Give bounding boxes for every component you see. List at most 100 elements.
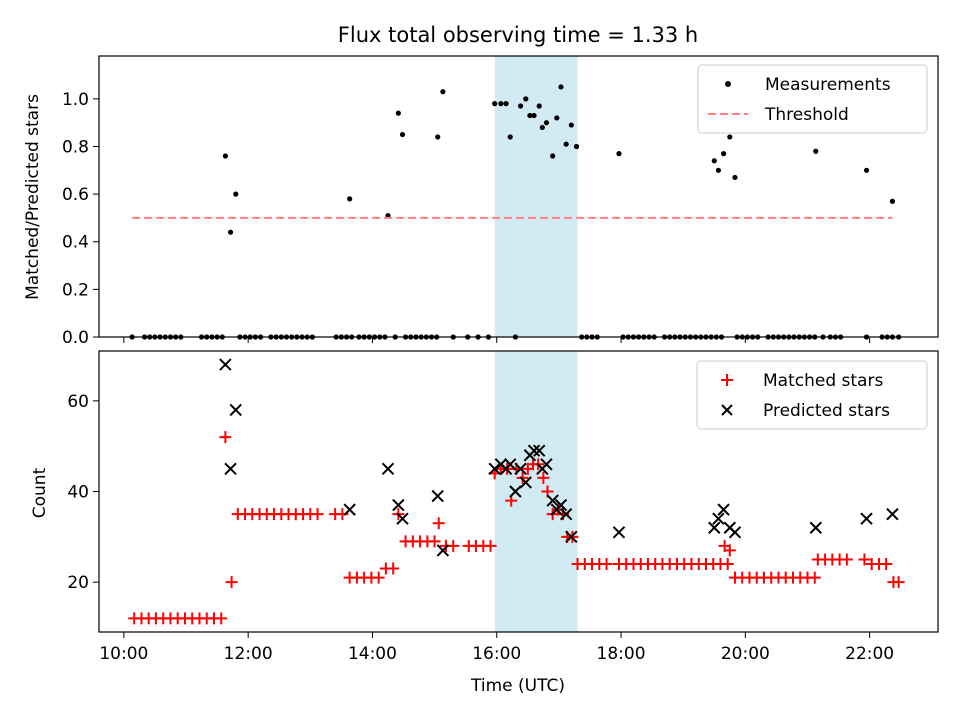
measurement-point bbox=[727, 134, 733, 140]
measurement-point bbox=[539, 124, 545, 131]
measurement-point bbox=[523, 96, 529, 102]
measurement-point bbox=[233, 191, 239, 197]
matched-star-point bbox=[432, 517, 445, 530]
top-y-axis: 0.0 0.2 0.4 0.6 0.8 1.0 bbox=[62, 90, 99, 348]
measurement-point bbox=[395, 110, 401, 116]
bottom-x-axis: 10:00 12:00 14:00 16:00 18:00 20:00 22:00 bbox=[99, 632, 894, 664]
matched-star-point bbox=[858, 553, 871, 566]
measurement-point bbox=[527, 112, 533, 119]
top-y-label: Matched/Predicted stars bbox=[23, 94, 43, 300]
predicted-star-point bbox=[527, 444, 541, 457]
measurement-point bbox=[563, 141, 569, 147]
legend-marker-measurements bbox=[725, 81, 731, 87]
predicted-star-point bbox=[219, 358, 232, 371]
predicted-star-point bbox=[509, 485, 522, 498]
measurement-point bbox=[554, 115, 560, 121]
legend-label-predicted: Predicted stars bbox=[763, 401, 890, 421]
legend-label-measurements: Measurements bbox=[765, 75, 891, 95]
measurement-point bbox=[347, 196, 353, 202]
top-x-axis bbox=[123, 337, 871, 343]
matched-star-point bbox=[428, 535, 441, 548]
predicted-star-point bbox=[519, 476, 532, 489]
measurement-point bbox=[715, 167, 722, 173]
predicted-star-point bbox=[809, 521, 822, 534]
predicted-star-point bbox=[728, 526, 742, 539]
top-plot-frame bbox=[98, 55, 939, 338]
bottom-panel: 20 40 60 10:00 12:00 14:00 16:00 18:00 20:00 22:… bbox=[30, 350, 939, 696]
measurement-point bbox=[498, 101, 504, 107]
predicted-star-point bbox=[396, 512, 409, 525]
predicted-star-point bbox=[533, 444, 546, 457]
matched-star-point bbox=[600, 558, 613, 571]
matched-star-point bbox=[336, 508, 349, 521]
measurement-point bbox=[435, 134, 441, 140]
predicted-star-point bbox=[431, 489, 444, 503]
matched-star-point bbox=[516, 471, 529, 484]
matched-star-point bbox=[808, 571, 821, 584]
measurement-point bbox=[385, 212, 391, 219]
matched-star-point bbox=[723, 544, 736, 557]
x-tick-label: 20:00 bbox=[721, 644, 770, 664]
measurement-point bbox=[573, 143, 580, 150]
predicted-star-point bbox=[860, 512, 873, 525]
x-tick-label: 16:00 bbox=[472, 644, 521, 664]
predicted-star-point bbox=[546, 494, 559, 507]
matched-star-point bbox=[892, 576, 905, 589]
predicted-star-point bbox=[514, 462, 527, 476]
y-tick-label: 40 bbox=[67, 483, 89, 503]
legend-label-threshold: Threshold bbox=[764, 105, 849, 125]
matched-star-point bbox=[311, 508, 324, 521]
matched-star-point bbox=[537, 471, 550, 484]
bottom-y-label: Count bbox=[30, 467, 50, 518]
y-tick-label: 1.0 bbox=[62, 90, 89, 110]
bottom-legend: Matched stars Predicted stars bbox=[696, 360, 928, 430]
matched-star-point bbox=[387, 562, 400, 575]
top-panel: 0.0 0.2 0.4 0.6 0.8 1.0 Matched/Predicted sta… bbox=[23, 55, 939, 348]
predicted-star-point bbox=[712, 512, 725, 525]
matched-star-point bbox=[447, 539, 460, 552]
matched-star-point bbox=[225, 576, 238, 589]
predicted-star-point bbox=[436, 544, 450, 557]
measurement-point bbox=[813, 148, 819, 154]
predicted-star-point bbox=[717, 503, 730, 516]
predicted-star-point bbox=[559, 507, 573, 521]
bottom-plot-frame bbox=[98, 350, 939, 633]
matched-star-point bbox=[372, 571, 385, 584]
x-tick-label: 22:00 bbox=[845, 644, 894, 664]
matched-star-point bbox=[880, 558, 893, 571]
x-tick-label: 10:00 bbox=[99, 644, 148, 664]
predicted-star-point bbox=[565, 530, 578, 544]
bottom-plot-marks bbox=[128, 358, 905, 625]
matched-star-point bbox=[721, 558, 734, 571]
matched-star-point bbox=[215, 612, 228, 625]
y-tick-label: 0.2 bbox=[62, 280, 89, 300]
predicted-star-point bbox=[224, 462, 237, 476]
predicted-star-point bbox=[381, 462, 395, 476]
measurement-point bbox=[616, 151, 622, 157]
y-tick-label: 20 bbox=[67, 573, 89, 593]
y-tick-label: 0.8 bbox=[62, 137, 89, 157]
top-legend-box bbox=[697, 64, 928, 134]
x-tick-label: 14:00 bbox=[348, 644, 397, 664]
legend-marker-predicted bbox=[721, 404, 733, 416]
measurement-point bbox=[517, 103, 524, 109]
measurement-point bbox=[863, 167, 870, 173]
top-shaded-window bbox=[494, 56, 578, 337]
measurement-point bbox=[568, 122, 574, 128]
measurement-point bbox=[543, 120, 550, 126]
bottom-shaded-window bbox=[494, 351, 578, 632]
predicted-star-point bbox=[708, 521, 721, 534]
predicted-star-point bbox=[612, 526, 626, 539]
predicted-star-point bbox=[540, 458, 553, 471]
y-tick-label: 60 bbox=[67, 392, 89, 412]
predicted-star-point bbox=[504, 458, 517, 471]
measurement-point bbox=[732, 174, 738, 181]
legend-label-matched: Matched stars bbox=[763, 371, 883, 391]
predicted-star-point bbox=[392, 498, 405, 512]
y-tick-label: 0.4 bbox=[62, 233, 89, 253]
bottom-y-axis: 20 40 60 bbox=[67, 392, 99, 593]
matched-star-point bbox=[219, 431, 232, 444]
measurement-point bbox=[503, 101, 509, 107]
bottom-legend-box bbox=[696, 360, 928, 430]
